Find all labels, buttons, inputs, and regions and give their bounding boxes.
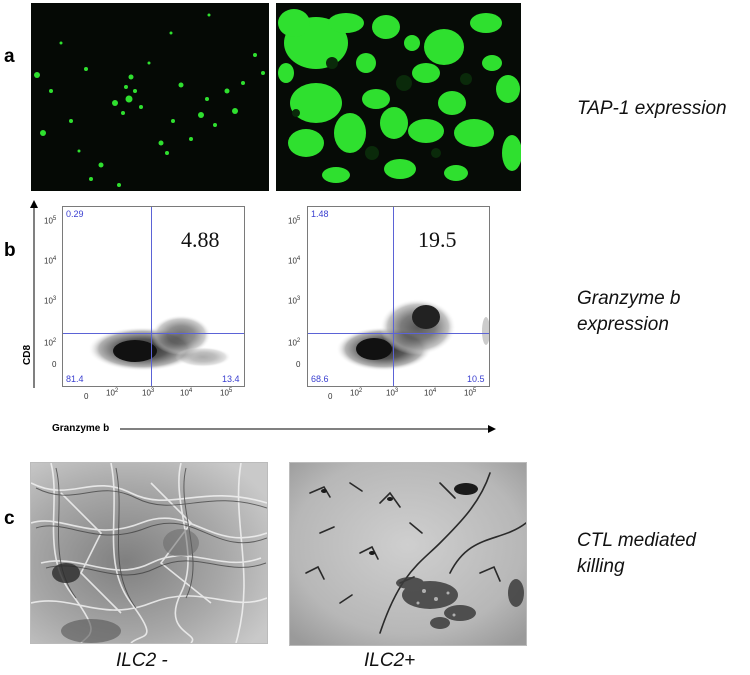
y-tick: 0 bbox=[296, 360, 301, 369]
x-tick: 105 bbox=[220, 388, 233, 398]
panel-b-label-line2: expression bbox=[577, 314, 669, 335]
density-contour-plot bbox=[88, 315, 231, 371]
tap1-image-ilc2-pos bbox=[276, 3, 521, 191]
micrograph-ilc2-pos bbox=[289, 462, 527, 646]
quadrant-upper-right: 19.5 bbox=[418, 227, 457, 252]
dense-cell-network-image bbox=[31, 463, 267, 643]
condition-label-ilc2-neg: ILC2 - bbox=[116, 650, 168, 671]
quadrant-lower-right: 10.5 bbox=[467, 374, 485, 384]
y-tick: 104 bbox=[288, 256, 301, 266]
granzyme-axis-arrow bbox=[120, 425, 496, 433]
flow-plot-ilc2-neg: 0.29 81.4 13.4 4.88 bbox=[62, 206, 245, 387]
y-tick: 105 bbox=[44, 216, 57, 226]
density-contour-plot bbox=[336, 299, 489, 371]
y-tick: 102 bbox=[44, 338, 57, 348]
panel-b-label-line1: Granzyme b bbox=[577, 288, 681, 309]
x-tick: 104 bbox=[424, 388, 437, 398]
y-tick: 102 bbox=[288, 338, 301, 348]
x-tick: 103 bbox=[142, 388, 155, 398]
panel-a-label: TAP-1 expression bbox=[577, 98, 727, 119]
x-tick: 102 bbox=[106, 388, 119, 398]
cd8-axis-arrow bbox=[30, 200, 38, 388]
flow-plot-ilc2-pos: 1.48 68.6 10.5 19.5 bbox=[307, 206, 490, 387]
x-tick: 104 bbox=[180, 388, 193, 398]
quadrant-lower-left: 68.6 bbox=[311, 374, 329, 384]
quadrant-lower-right: 13.4 bbox=[222, 374, 240, 384]
panel-b-label: Granzyme b expression bbox=[577, 286, 680, 338]
y-tick: 103 bbox=[288, 296, 301, 306]
y-tick: 0 bbox=[52, 360, 57, 369]
tap1-image-ilc2-neg bbox=[31, 3, 269, 191]
quadrant-lower-left: 81.4 bbox=[66, 374, 84, 384]
condition-label-ilc2-pos: ILC2+ bbox=[364, 650, 416, 671]
x-tick: 0 bbox=[84, 392, 89, 401]
y-tick: 105 bbox=[288, 216, 301, 226]
panel-c-label: CTL mediated killing bbox=[577, 528, 696, 580]
micrograph-ilc2-neg bbox=[30, 462, 268, 644]
quadrant-upper-right: 4.88 bbox=[181, 227, 220, 252]
panel-c-letter: c bbox=[4, 508, 15, 529]
panel-a-letter: a bbox=[4, 46, 15, 67]
x-tick: 102 bbox=[350, 388, 363, 398]
granzyme-axis-label: Granzyme b bbox=[52, 423, 110, 434]
x-tick: 105 bbox=[464, 388, 477, 398]
panel-b-letter: b bbox=[4, 240, 16, 261]
cd8-axis-label: CD8 bbox=[22, 344, 33, 365]
y-tick: 104 bbox=[44, 256, 57, 266]
sparse-fluorescence-image bbox=[31, 3, 269, 191]
quadrant-upper-left: 1.48 bbox=[311, 209, 329, 219]
x-tick: 0 bbox=[328, 392, 333, 401]
x-tick: 103 bbox=[386, 388, 399, 398]
sparse-cell-image bbox=[290, 463, 526, 645]
panel-c-label-line2: killing bbox=[577, 556, 625, 577]
quadrant-upper-left: 0.29 bbox=[66, 209, 84, 219]
y-tick: 103 bbox=[44, 296, 57, 306]
dense-fluorescence-image bbox=[276, 3, 521, 191]
panel-c-label-line1: CTL mediated bbox=[577, 530, 696, 551]
